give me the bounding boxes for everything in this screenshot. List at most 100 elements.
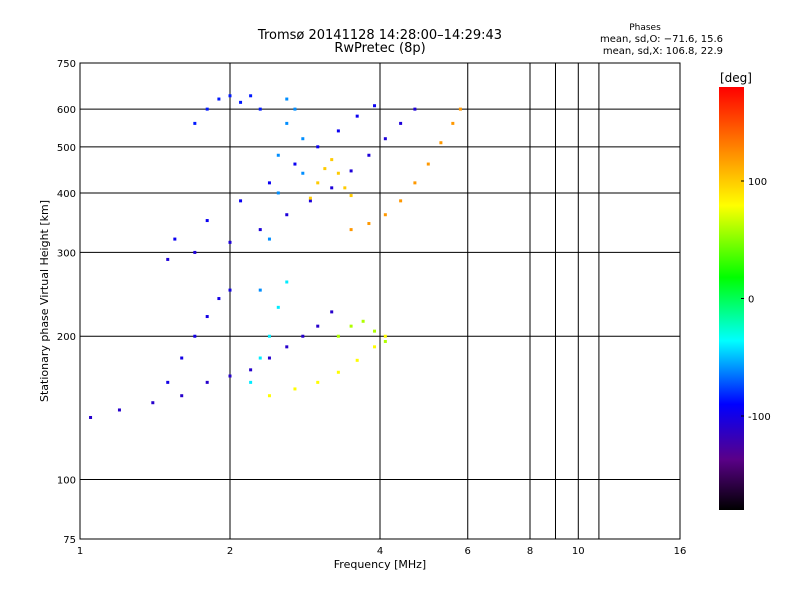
data-point [267,356,271,360]
data-point [355,114,359,118]
colorbar-ticks: 100 0 -100 [741,177,771,423]
data-point [293,162,297,166]
x-axis-label: Frequency [MHz] [334,558,426,571]
y-tick-labels: 75 100 200 300 400 500 600 750 [57,59,76,546]
data-point [383,137,387,141]
data-point [166,257,170,261]
data-point [323,167,327,171]
data-point [399,121,403,125]
data-point [349,169,353,173]
data-point [205,315,209,319]
data-point [228,94,232,98]
data-point [276,305,280,309]
data-point [258,356,262,360]
data-point [349,228,353,232]
data-point [180,356,184,360]
data-point [193,250,197,254]
data-point [285,97,289,101]
data-point [239,199,243,203]
data-point [336,171,340,175]
data-point [316,181,320,185]
y-tick-label: 300 [57,248,76,259]
data-point [343,186,347,190]
data-point [399,199,403,203]
data-point [355,358,359,362]
data-point [336,370,340,374]
data-point [276,191,280,195]
data-point [267,237,271,241]
data-point [383,339,387,343]
data-point [349,324,353,328]
chart-title: Tromsø 20141128 14:28:00–14:29:43 [257,28,502,43]
data-point [373,345,377,349]
data-point [151,401,155,405]
y-axis-label: Stationary phase Virtual Height [km] [38,200,51,402]
colorbar-tick-label: 100 [748,177,767,188]
y-tick-label: 100 [57,476,76,487]
data-point [217,297,221,301]
x-tick-label: 8 [527,546,533,557]
data-point [308,199,312,203]
data-point [166,380,170,384]
data-point [258,228,262,232]
data-points [89,94,462,419]
data-point [330,186,334,190]
y-tick-label: 400 [57,189,76,200]
data-point [217,97,221,101]
data-point [267,394,271,398]
stats-title: Phases [629,23,661,33]
data-point [367,153,371,157]
data-point [367,222,371,226]
data-point [228,288,232,292]
data-point [439,141,443,145]
data-point [249,94,253,98]
data-point [205,380,209,384]
data-point [249,380,253,384]
data-point [293,107,297,111]
data-point [316,145,320,149]
y-tick-label: 200 [57,332,76,343]
data-point [267,334,271,338]
data-point [301,171,305,175]
colorbar-tick-label: -100 [748,412,771,423]
x-tick-label: 6 [465,546,471,557]
data-point [193,334,197,338]
data-point [426,162,430,166]
data-point [301,137,305,141]
data-point [383,334,387,338]
data-point [205,107,209,111]
data-point [458,107,462,111]
grid [80,63,680,539]
data-point [308,196,312,200]
colorbar-tick-label: 0 [748,295,754,306]
stats-o: mean, sd,O: −71.6, 15.6 [600,34,723,45]
data-point [316,324,320,328]
colorbar [719,87,744,510]
data-point [285,345,289,349]
plot-area [79,62,681,540]
data-point [228,240,232,244]
data-point [89,415,93,419]
x-tick-labels: 1 2 4 6 8 10 16 [77,546,687,557]
x-tick-label: 1 [77,546,83,557]
data-point [373,104,377,108]
data-point [228,374,232,378]
data-point [336,129,340,133]
data-point [336,334,340,338]
data-point [285,280,289,284]
x-tick-label: 2 [227,546,233,557]
data-point [413,181,417,185]
colorbar-label: [deg] [720,71,752,85]
chart-subtitle: RwPretec (8p) [334,41,425,56]
data-point [205,219,209,223]
data-point [451,121,455,125]
data-point [349,194,353,198]
data-point [301,334,305,338]
data-point [117,408,121,412]
y-tick-label: 600 [57,105,76,116]
x-tick-label: 4 [377,546,383,557]
y-tick-label: 500 [57,143,76,154]
x-tick-label: 16 [674,546,687,557]
data-point [258,288,262,292]
